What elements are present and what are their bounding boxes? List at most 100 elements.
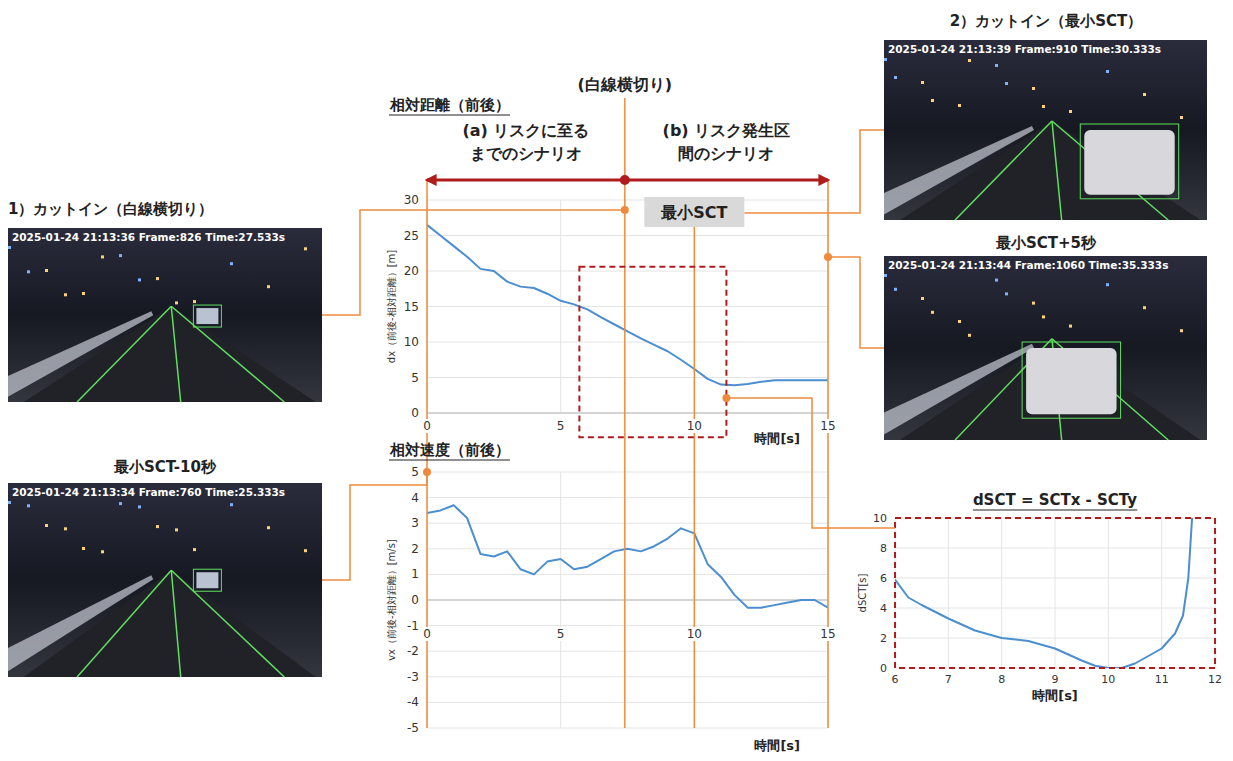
grid-line-y xyxy=(427,200,828,201)
photo-background xyxy=(884,40,1207,220)
photo: 2025-01-24 21:13:34 Frame:760 Time:25.33… xyxy=(8,483,322,677)
photo-light-streak xyxy=(884,344,1034,435)
photo-light xyxy=(1032,87,1035,90)
x-tick-label: 9 xyxy=(1052,673,1059,686)
y-tick-label: -4 xyxy=(407,695,419,709)
photo-light xyxy=(156,525,159,528)
x-tick-label: 15 xyxy=(820,627,835,641)
connector-line xyxy=(828,257,884,348)
photo-detection-box xyxy=(1080,124,1178,199)
grid-line-y xyxy=(427,342,828,343)
phase-label-line: までのシナリオ xyxy=(470,144,582,163)
plot-frame xyxy=(895,518,1215,668)
connector-dot xyxy=(722,394,730,402)
photo-light xyxy=(267,526,270,529)
photo-light-streak xyxy=(8,311,153,396)
photo-light-streak xyxy=(8,575,153,671)
photo-background xyxy=(8,228,322,402)
photo-light xyxy=(27,504,30,507)
photo-detection-box xyxy=(193,569,221,591)
label-patch xyxy=(685,627,704,641)
phase-label: (b) リスク発生区間のシナリオ xyxy=(663,121,791,163)
label-patch xyxy=(685,419,704,433)
event-label: 最小SCT xyxy=(660,203,727,222)
title-underline xyxy=(389,459,510,460)
x-tick-label: 12 xyxy=(1208,673,1222,686)
y-tick-label: 2 xyxy=(880,632,887,645)
photo-light xyxy=(45,269,48,272)
y-tick-label: -1 xyxy=(407,619,419,633)
photo-light xyxy=(921,81,924,84)
photo-light xyxy=(101,550,104,553)
photo-light xyxy=(64,527,67,530)
photo-light xyxy=(1042,105,1045,108)
grid-line-y xyxy=(427,600,828,601)
photo-light xyxy=(267,285,270,288)
photo-light xyxy=(1069,325,1072,328)
photo-light xyxy=(958,104,961,107)
x-tick-label: 11 xyxy=(1155,673,1169,686)
data-line xyxy=(427,225,828,385)
photo-light xyxy=(1180,116,1183,119)
grid-line-y xyxy=(427,413,828,414)
photo-light xyxy=(931,311,934,314)
annotation-layer xyxy=(427,98,1215,728)
photo-light xyxy=(230,262,233,265)
photo-light xyxy=(8,501,11,504)
y-tick-label: 15 xyxy=(404,300,419,314)
phase-arrow xyxy=(427,179,625,182)
x-tick-label: 5 xyxy=(557,627,565,641)
y-tick-label: 0 xyxy=(880,662,887,675)
connector-dot xyxy=(621,206,629,214)
x-tick-label: 10 xyxy=(687,419,702,433)
photo-car xyxy=(1084,130,1174,195)
photo-light xyxy=(1005,292,1008,295)
event-line xyxy=(694,227,696,728)
photo-light xyxy=(921,297,924,300)
photo-background xyxy=(8,483,322,677)
photo-lane-line xyxy=(171,570,284,677)
photo-light xyxy=(304,247,307,250)
photo-light xyxy=(230,503,233,506)
photo-light xyxy=(175,301,178,304)
photo-light xyxy=(884,58,887,61)
photo-light xyxy=(193,548,196,551)
event-line xyxy=(624,98,626,728)
photo-caption: 最小SCT-10秒 xyxy=(113,458,217,476)
data-line xyxy=(895,518,1192,668)
grid-line-x xyxy=(1108,518,1109,668)
connector-dot xyxy=(824,253,832,261)
phase-label-line: 間のシナリオ xyxy=(678,144,774,163)
photo-timestamp: 2025-01-24 21:13:36 Frame:826 Time:27.53… xyxy=(12,231,285,243)
y-tick-label: -5 xyxy=(407,721,419,735)
photo-light xyxy=(138,505,141,508)
photo-light xyxy=(1106,283,1109,286)
y-tick-label: 2 xyxy=(411,542,419,556)
figure: 2025-01-24 21:13:36 Frame:826 Time:27.53… xyxy=(0,0,1233,761)
photo-light-streak xyxy=(884,126,1034,215)
label-patch xyxy=(555,419,567,433)
label-patch xyxy=(818,627,837,641)
grid-line-y xyxy=(427,728,828,729)
connector-line xyxy=(322,210,625,315)
y-tick-label: 20 xyxy=(404,264,419,278)
photo-car xyxy=(196,572,218,588)
grid-layer xyxy=(427,200,1215,728)
label-layer: 051015202530051015相対距離（前後）dx（前後-相対距離）[m]… xyxy=(8,12,1222,753)
phase-label-line: (b) リスク発生区 xyxy=(663,121,791,140)
y-axis-title: vx（前後-相対距離）[m/s] xyxy=(386,539,397,661)
title-underline xyxy=(389,114,510,115)
y-tick-label: -3 xyxy=(407,670,419,684)
y-tick-label: 0 xyxy=(411,406,419,420)
phase-label: (a) リスクに至るまでのシナリオ xyxy=(462,121,589,163)
phase-label-line: (a) リスクに至る xyxy=(462,121,589,140)
x-tick-label: 7 xyxy=(945,673,952,686)
x-tick-label: 10 xyxy=(1101,673,1115,686)
connector-dot xyxy=(423,468,431,476)
series-group xyxy=(427,505,828,607)
photo-light xyxy=(958,320,961,323)
phase-arrow xyxy=(625,179,828,182)
photo-lane-line xyxy=(77,570,171,677)
x-tick-label: 6 xyxy=(892,673,899,686)
x-axis-line xyxy=(427,413,828,414)
